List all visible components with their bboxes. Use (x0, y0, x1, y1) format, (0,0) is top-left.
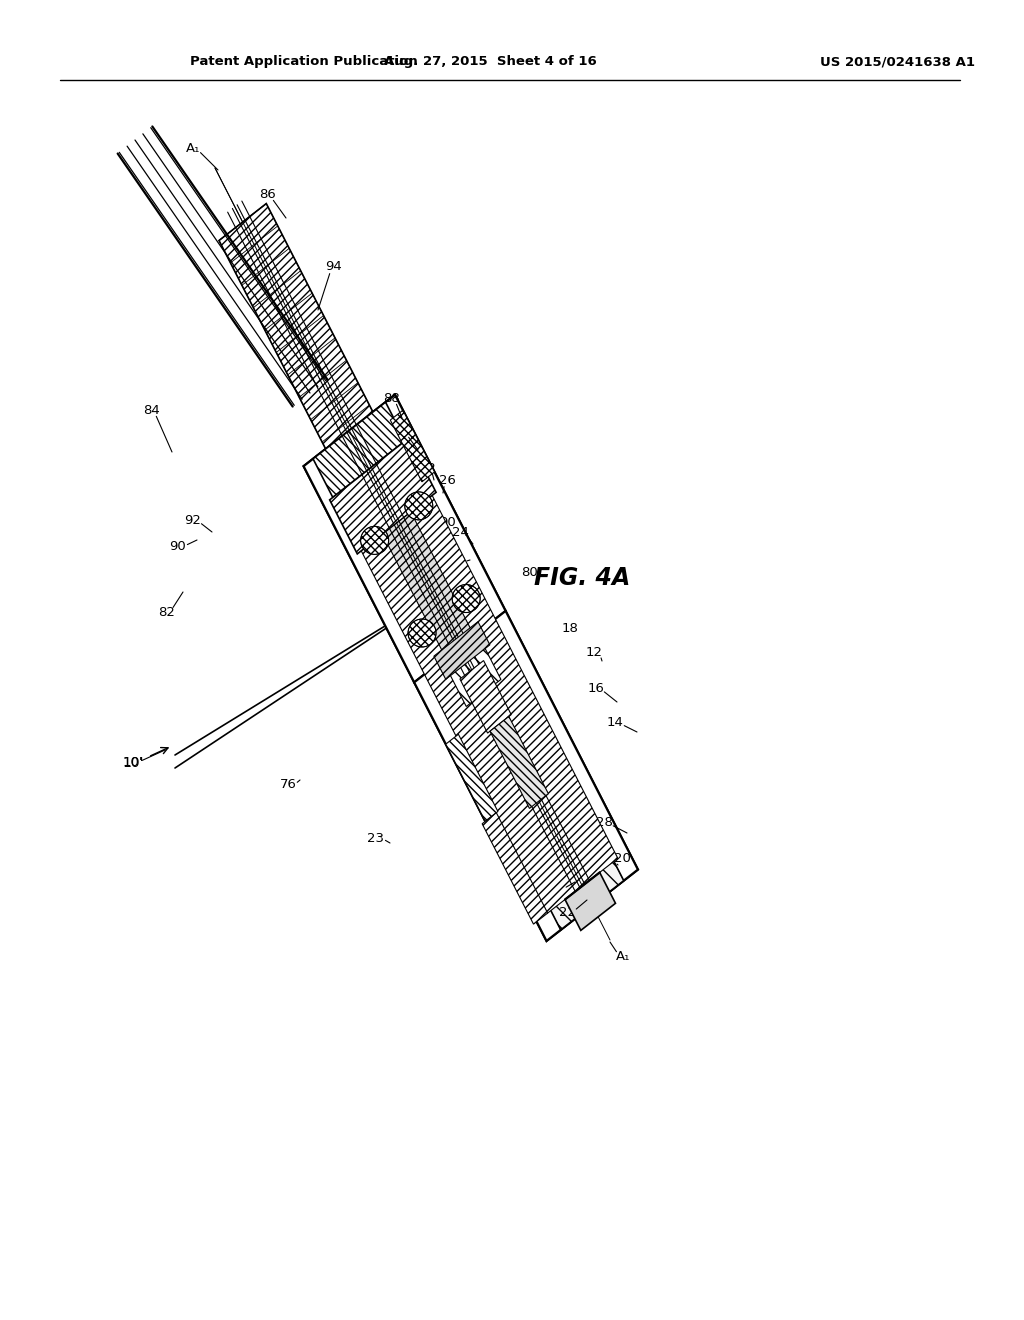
Text: US 2015/0241638 A1: US 2015/0241638 A1 (820, 55, 975, 69)
Text: 94: 94 (325, 260, 341, 273)
Polygon shape (482, 813, 548, 924)
Text: 88: 88 (384, 392, 400, 404)
Text: Aug. 27, 2015  Sheet 4 of 16: Aug. 27, 2015 Sheet 4 of 16 (384, 55, 596, 69)
Polygon shape (500, 760, 624, 929)
Text: 18: 18 (561, 622, 579, 635)
Polygon shape (322, 418, 617, 913)
Circle shape (453, 585, 480, 612)
Circle shape (408, 619, 436, 647)
Text: 10': 10' (123, 756, 143, 770)
Text: 14: 14 (606, 717, 624, 730)
Polygon shape (219, 203, 381, 465)
Text: 90: 90 (170, 540, 186, 553)
Polygon shape (445, 734, 498, 821)
Text: 22: 22 (559, 907, 577, 920)
Text: 16: 16 (588, 681, 604, 694)
Text: FIG. 4A: FIG. 4A (534, 566, 630, 590)
Text: 92: 92 (420, 462, 436, 474)
Polygon shape (565, 873, 615, 931)
Circle shape (404, 492, 433, 520)
Text: A₁: A₁ (185, 141, 200, 154)
Polygon shape (303, 395, 506, 682)
Text: 92: 92 (184, 513, 202, 527)
Polygon shape (414, 611, 638, 941)
Text: 78: 78 (393, 425, 411, 438)
Polygon shape (313, 403, 406, 498)
Circle shape (360, 527, 389, 554)
Text: 10': 10' (122, 756, 143, 770)
Text: 82: 82 (159, 606, 175, 619)
Text: 86: 86 (259, 189, 275, 202)
Text: 24: 24 (452, 525, 468, 539)
Text: 76: 76 (280, 779, 296, 792)
Text: Patent Application Publication: Patent Application Publication (190, 55, 418, 69)
Text: 26: 26 (438, 474, 456, 487)
Polygon shape (303, 395, 638, 941)
Polygon shape (460, 660, 511, 733)
Polygon shape (383, 512, 474, 657)
Polygon shape (330, 438, 436, 554)
Text: 20: 20 (613, 851, 631, 865)
Polygon shape (434, 622, 489, 680)
Text: 80: 80 (521, 565, 539, 578)
Text: 23: 23 (368, 832, 384, 845)
Text: 28: 28 (596, 817, 612, 829)
Text: 90: 90 (438, 516, 456, 528)
Text: A₁: A₁ (615, 950, 630, 964)
Text: 84: 84 (143, 404, 161, 417)
Polygon shape (489, 717, 549, 808)
Polygon shape (390, 411, 434, 482)
Text: 32: 32 (549, 883, 565, 896)
Polygon shape (442, 634, 501, 706)
Text: 96: 96 (449, 556, 465, 569)
Text: 12: 12 (586, 647, 602, 660)
